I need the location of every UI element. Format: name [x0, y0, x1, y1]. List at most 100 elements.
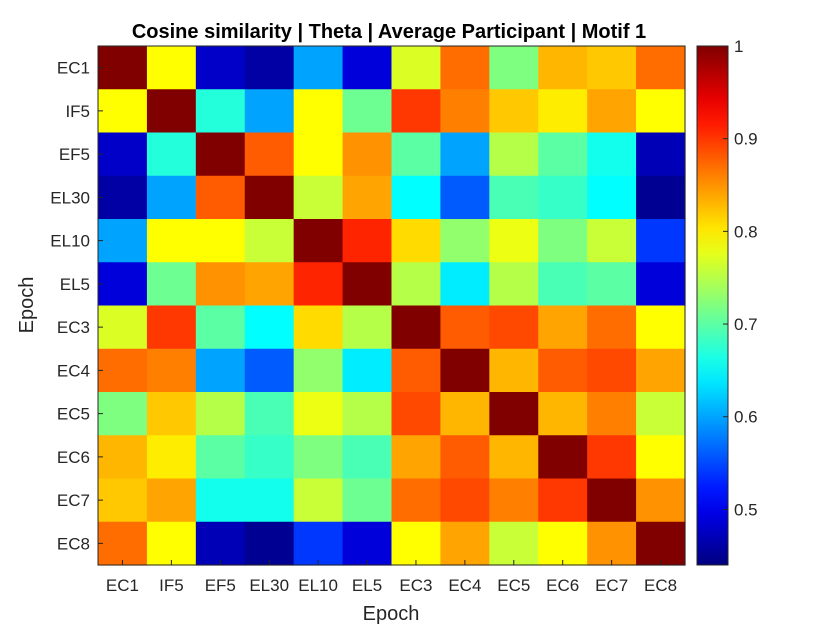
heatmap-cell: [391, 521, 442, 566]
heatmap-cell: [538, 305, 588, 350]
colorbar-tick-label: 0.9: [734, 130, 758, 149]
heatmap-cell: [293, 478, 344, 523]
heatmap-cell: [146, 521, 197, 566]
heatmap-cell: [342, 392, 393, 436]
x-axis-label: Epoch: [363, 603, 420, 625]
heatmap-cell: [98, 132, 148, 177]
heatmap-cell: [538, 348, 588, 393]
heatmap-cell: [636, 305, 686, 350]
y-tick-label: EC3: [57, 318, 90, 337]
heatmap-cell: [244, 89, 295, 134]
colorbar-tick-label: 0.8: [734, 222, 758, 241]
heatmap-cell: [636, 521, 686, 566]
heatmap-cell: [342, 305, 393, 350]
heatmap-cell: [538, 89, 588, 134]
plot-axes-box: [97, 45, 686, 566]
heatmap-cell: [489, 348, 539, 393]
heatmap-cell: [391, 89, 442, 134]
heatmap-cell: [391, 435, 442, 480]
heatmap-cell: [342, 478, 393, 523]
heatmap-cell: [538, 262, 588, 307]
x-tick-label: EL10: [298, 576, 338, 595]
heatmap-cell: [538, 132, 588, 177]
heatmap-cell: [293, 175, 344, 220]
heatmap-cell: [440, 478, 490, 523]
heatmap-cell: [489, 175, 539, 220]
heatmap-cell: [489, 262, 539, 307]
chart-title: Cosine similarity | Theta | Average Part…: [132, 21, 646, 43]
heatmap-cell: [146, 219, 197, 263]
heatmap-cell: [244, 435, 295, 480]
x-axis-ticks: EC1 IF5 EF5 EL30 EL10 EL5 EC3 EC4 EC5 EC6 EC7 EC8: [106, 560, 677, 595]
heatmap-cell: [440, 89, 490, 134]
heatmap-cell: [244, 175, 295, 220]
heatmap-cell: [146, 46, 197, 90]
colorbar: 0.5 0.6 0.7 0.8 0.9 1: [696, 37, 758, 566]
x-tick-label: IF5: [159, 576, 184, 595]
y-tick-label: EL5: [60, 275, 90, 294]
heatmap-cell: [440, 46, 490, 90]
heatmap-cell: [489, 478, 539, 523]
heatmap-cell: [342, 175, 393, 220]
heatmap-cell: [587, 132, 637, 177]
heatmap-cell: [342, 262, 393, 307]
heatmap-cell: [98, 89, 148, 134]
heatmap-cell: [538, 219, 588, 263]
heatmap-cell: [98, 392, 148, 436]
heatmap-cell: [195, 521, 246, 566]
heatmap-cell: [146, 478, 197, 523]
heatmap-cell: [587, 219, 637, 263]
heatmap-cell: [636, 262, 686, 307]
x-tick-label: EC1: [106, 576, 139, 595]
heatmap-cell: [244, 305, 295, 350]
heatmap-cell: [587, 392, 637, 436]
heatmap-cell: [440, 262, 490, 307]
heatmap-cell: [244, 132, 295, 177]
heatmap-cell: [342, 435, 393, 480]
heatmap-cell: [195, 132, 246, 177]
heatmap-cell: [98, 46, 148, 90]
heatmap-cell: [195, 392, 246, 436]
heatmap-cell: [146, 175, 197, 220]
heatmap-cell: [195, 219, 246, 263]
y-tick-label: EL10: [50, 232, 90, 251]
heatmap-cell: [195, 262, 246, 307]
heatmap-cell: [636, 392, 686, 436]
heatmap-cell: [98, 175, 148, 220]
heatmap-cell: [293, 435, 344, 480]
heatmap-cell: [293, 262, 344, 307]
heatmap-cell: [587, 89, 637, 134]
heatmap-cell: [98, 348, 148, 393]
heatmap-cell: [636, 175, 686, 220]
heatmap-cell: [440, 521, 490, 566]
heatmap-cell: [293, 89, 344, 134]
heatmap-cell: [587, 478, 637, 523]
heatmap-cell: [195, 435, 246, 480]
heatmap-cell: [146, 305, 197, 350]
heatmap-cell: [489, 219, 539, 263]
heatmap-cell: [244, 262, 295, 307]
heatmap-cell: [636, 348, 686, 393]
heatmap-cell: [293, 521, 344, 566]
colorbar-gradient: [697, 46, 728, 565]
heatmap-cell: [538, 175, 588, 220]
colorbar-tick-label: 0.6: [734, 408, 758, 427]
heatmap-cell: [587, 175, 637, 220]
x-tick-label: EC5: [497, 576, 530, 595]
colorbar-tick-label: 0.5: [734, 500, 758, 519]
y-axis-label: Epoch: [16, 277, 38, 334]
heatmap-cell: [98, 305, 148, 350]
heatmap-cell: [342, 521, 393, 566]
y-tick-label: EC4: [57, 361, 90, 380]
heatmap-cell: [538, 435, 588, 480]
heatmap-cell: [489, 305, 539, 350]
heatmap-cell: [146, 392, 197, 436]
y-tick-label: IF5: [65, 102, 90, 121]
y-tick-label: EC6: [57, 448, 90, 467]
x-tick-label: EC7: [595, 576, 628, 595]
heatmap-cell: [489, 435, 539, 480]
y-tick-label: EF5: [59, 145, 90, 164]
heatmap-cell: [636, 46, 686, 90]
heatmap-cell: [98, 478, 148, 523]
